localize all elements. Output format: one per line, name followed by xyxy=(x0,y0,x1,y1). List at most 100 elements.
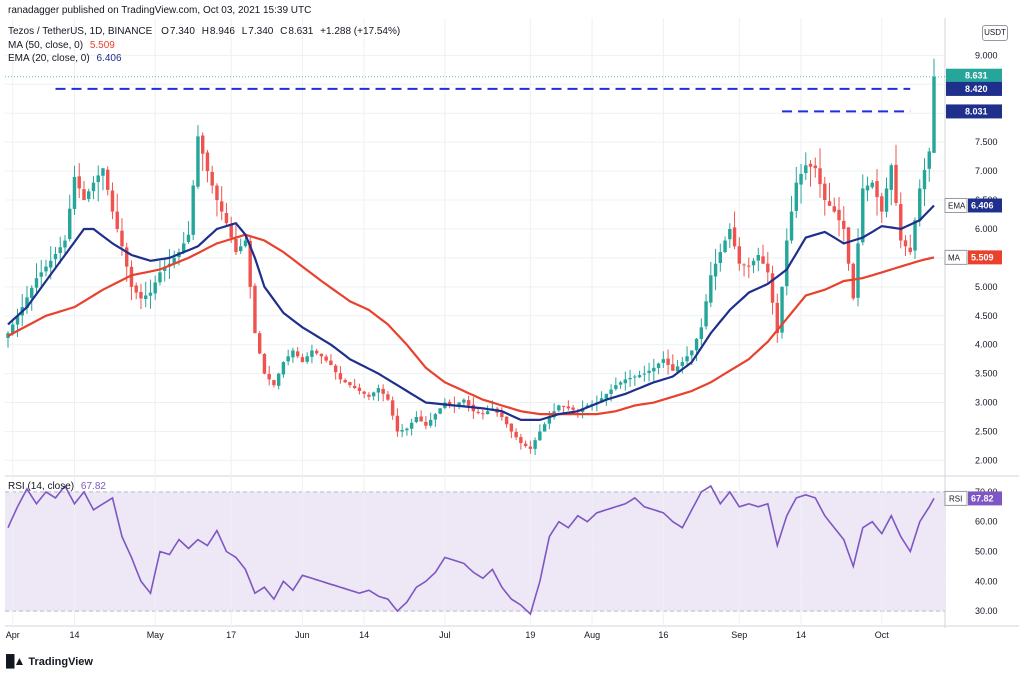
candle-body xyxy=(386,394,390,400)
candle-body xyxy=(523,443,528,446)
candle-up xyxy=(856,228,860,307)
candle-up xyxy=(291,347,295,363)
candle-up xyxy=(25,285,29,314)
candle-body xyxy=(310,350,314,357)
candle-body xyxy=(837,209,841,221)
open-value: 7.340 xyxy=(169,26,195,37)
price-tick-label: 3.500 xyxy=(975,369,998,379)
candle-up xyxy=(927,147,931,182)
candle-up xyxy=(694,337,699,361)
candle-down xyxy=(813,157,817,178)
tradingview-brand[interactable]: █▲ TradingView xyxy=(6,654,93,668)
price-tick-label: 4.500 xyxy=(975,311,998,321)
candle-body xyxy=(139,291,143,299)
candle-body xyxy=(338,373,343,380)
candle-body xyxy=(181,243,186,252)
candle-body xyxy=(642,373,647,375)
candle-up xyxy=(162,258,167,282)
candle-body xyxy=(690,350,694,356)
candle-up xyxy=(794,166,798,219)
candle-down xyxy=(504,416,509,428)
price-tick-label: 7.000 xyxy=(975,166,998,176)
candle-body xyxy=(880,196,884,212)
candle-up xyxy=(861,174,865,246)
ohlc-legend: Tezos / TetherUS, 1D, BINANCE O7.340 H8.… xyxy=(8,26,400,38)
candle-body xyxy=(34,278,39,288)
close-label: C xyxy=(280,26,288,37)
candle-down xyxy=(295,347,300,359)
candle-body xyxy=(15,315,20,325)
candle-down xyxy=(134,282,138,300)
candle-body xyxy=(400,430,404,432)
currency-button[interactable]: USDT xyxy=(982,25,1008,41)
level-tag-label: 8.031 xyxy=(965,106,988,116)
symbol-label: Tezos / TetherUS, 1D, BINANCE xyxy=(8,26,153,37)
candle-body xyxy=(324,356,328,361)
candle-down xyxy=(742,263,746,277)
time-tick-label: 14 xyxy=(69,630,79,640)
time-tick-label: Apr xyxy=(6,630,20,640)
candle-down xyxy=(827,182,832,206)
candle-up xyxy=(428,412,433,428)
ma-50-line xyxy=(7,233,935,416)
candle-up xyxy=(196,125,200,189)
candle-body xyxy=(357,387,362,391)
ma-value: 5.509 xyxy=(89,40,115,51)
candle-body xyxy=(514,431,518,438)
candle-body xyxy=(775,302,780,334)
candle-up xyxy=(438,407,442,415)
candle-body xyxy=(319,353,324,357)
candle-down xyxy=(224,202,229,228)
candle-body xyxy=(481,413,485,415)
candle-body xyxy=(144,295,148,299)
candle-down xyxy=(300,353,305,363)
candle-body xyxy=(300,357,305,363)
candle-up xyxy=(661,351,666,369)
rsi-name-tag xyxy=(944,490,968,506)
candle-body xyxy=(125,247,129,267)
high-value: 8.946 xyxy=(209,26,235,37)
candle-body xyxy=(723,240,727,253)
ema-value: 6.406 xyxy=(96,53,122,64)
candle-body xyxy=(49,260,53,268)
candle-body xyxy=(699,327,704,339)
candle-body xyxy=(44,266,48,272)
candle-up xyxy=(723,236,727,254)
candle-body xyxy=(661,359,666,363)
candle-body xyxy=(272,380,276,386)
candle-body xyxy=(414,417,419,423)
candle-body xyxy=(409,422,414,429)
candle-down xyxy=(348,381,352,388)
candle-up xyxy=(144,281,148,308)
candle-down xyxy=(314,348,319,356)
ma-value-tag xyxy=(968,250,1002,265)
candle-body xyxy=(908,247,912,253)
candle-body xyxy=(447,401,452,405)
candle-body xyxy=(927,151,931,169)
candle-body xyxy=(248,240,252,287)
candle-down xyxy=(832,197,836,214)
candle-down xyxy=(737,237,742,271)
candle-up xyxy=(623,371,628,391)
candle-body xyxy=(614,385,618,389)
candle-body xyxy=(538,431,542,441)
candle-body xyxy=(191,185,195,235)
candle-body xyxy=(253,285,257,334)
publisher-line: ranadagger published on TradingView.com,… xyxy=(8,5,312,16)
high-label: H xyxy=(201,26,209,37)
candle-down xyxy=(761,244,765,265)
candle-body xyxy=(785,240,789,287)
candle-body xyxy=(737,246,742,264)
candle-body xyxy=(604,393,609,399)
candle-down xyxy=(125,242,129,282)
price-tick-label: 7.500 xyxy=(975,137,998,147)
candle-body xyxy=(87,191,91,200)
candle-body xyxy=(761,256,765,264)
candle-up xyxy=(633,374,637,386)
candle-body xyxy=(751,260,756,266)
candle-body xyxy=(842,220,846,229)
candle-down xyxy=(343,378,347,384)
candle-body xyxy=(808,163,813,167)
candle-body xyxy=(533,440,537,449)
candle-up xyxy=(756,247,761,272)
